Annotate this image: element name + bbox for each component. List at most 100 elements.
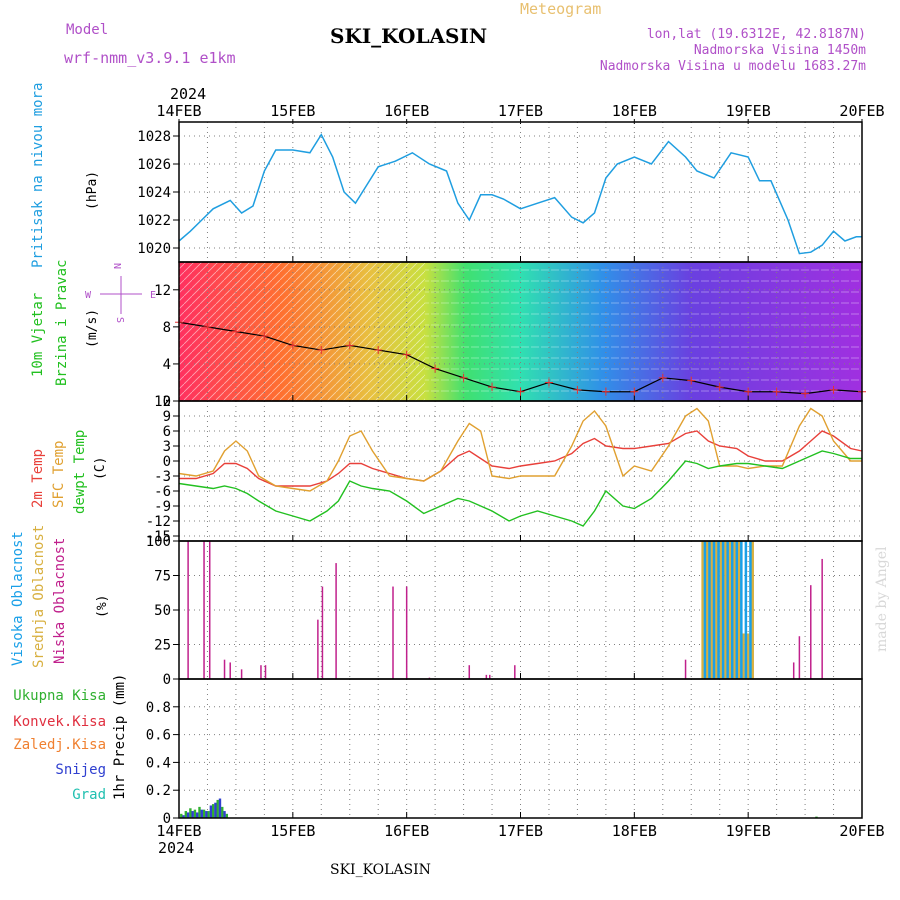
precip-bar (198, 806, 201, 818)
elevation-label: Nadmorska Visina 1450m (694, 43, 866, 58)
bottom-time-tick-label: 14FEB (156, 822, 201, 840)
cloud-bar (335, 563, 337, 679)
legend-snijeg: Snijeg (55, 762, 106, 778)
top-time-tick-label: 19FEB (726, 102, 771, 120)
legend-grad: Grad (72, 787, 106, 803)
wind-speed-point (203, 322, 212, 331)
niska-ylabel: Niska Oblacnost (52, 538, 68, 664)
pressure-unit: (hPa) (85, 171, 100, 210)
cloud-bar (260, 665, 262, 679)
cloud-unit: (%) (95, 595, 110, 618)
wind-speed-point (402, 350, 411, 359)
bottom-time-tick-label: 17FEB (498, 822, 543, 840)
legend-konvek: Konvek.Kisa (13, 714, 106, 730)
precip-bar (191, 811, 194, 818)
precip-bar (193, 809, 197, 818)
precip-legend: Ukupna Kisa Konvek.Kisa Zaledj.Kisa Snij… (13, 688, 106, 803)
precip-bar (211, 804, 215, 818)
wind-speed-point (658, 373, 667, 382)
cloud-bar (737, 541, 741, 679)
precip-bar (182, 815, 185, 818)
cloud-bar (751, 541, 754, 679)
bottom-time-tick-label: 18FEB (612, 822, 657, 840)
top-time-tick-label: 18FEB (612, 102, 657, 120)
wind-speed-point (516, 387, 525, 396)
precip-bar (225, 813, 229, 818)
precip-ylabel: 1hr Precip (mm) (112, 674, 128, 800)
wind-speed-point (801, 389, 810, 398)
cloud-grid: 0 25 50 75 100 (146, 534, 863, 688)
precip-bar (180, 813, 183, 818)
cloud-bar (208, 541, 211, 679)
bottom-time-tick-label: 15FEB (270, 822, 315, 840)
wind-speed-point (829, 385, 838, 394)
pressure-ytick-label: 1020 (137, 241, 171, 257)
bottom-time-tick-label: 16FEB (384, 822, 429, 840)
wind-speed-point (772, 387, 781, 396)
legend-zaledj: Zaledj.Kisa (13, 737, 106, 753)
precip-bar (207, 811, 210, 818)
precip-bar (218, 798, 222, 818)
model-elevation-label: Nadmorska Visina u modelu 1683.27m (600, 59, 866, 74)
bottom-time-tick-label: 19FEB (726, 822, 771, 840)
model-name: wrf-nmm_v3.9.1 e1km (64, 49, 236, 67)
wind-speed-point (544, 378, 553, 387)
precip-bar (186, 812, 190, 818)
cloud-bar (405, 586, 408, 679)
cloud-ytick-label: 75 (154, 569, 171, 585)
srednja-ylabel: Srednja Oblacnost (31, 525, 47, 668)
cloud-bar (485, 674, 488, 679)
precip-panel-frame (178, 678, 863, 819)
precip-ytick-label: 0.6 (146, 728, 171, 744)
cloud-bar (317, 619, 319, 679)
page-title: SKI_KOLASIN (330, 24, 487, 48)
compass-rose: N W E S (85, 263, 156, 323)
visoka-ylabel: Visoka Oblacnost (10, 531, 26, 666)
cloud-bar (187, 541, 189, 679)
sfctemp-line (178, 407, 862, 492)
compass-s: S (114, 317, 125, 323)
precip-bar (200, 809, 203, 818)
cloud-bar (740, 541, 743, 679)
bottom-time-ticks: 14FEB 15FEB 16FEB 17FEB 18FEB 19FEB 20FEB (156, 822, 884, 840)
cloud-bar (229, 662, 231, 679)
precip-bar (196, 812, 199, 818)
cloud-bar (726, 541, 729, 679)
pressure-ylabel: Pritisak na nivou mora (30, 83, 46, 268)
legend-ukupna: Ukupna Kisa (13, 688, 106, 704)
precip-grid: 0 0.2 0.4 0.6 0.8 (146, 679, 863, 827)
cloud-bar (735, 541, 739, 679)
wind-speed-point (744, 387, 753, 396)
meteogram-label: Meteogram (520, 0, 601, 18)
temperature-ytick-label: -6 (154, 484, 171, 500)
precip-bar (223, 811, 226, 818)
watermark: made by Angel (874, 546, 890, 652)
precip-bar (221, 806, 224, 818)
wind-speed-point (231, 327, 240, 336)
precip-ytick-label: 0.4 (146, 755, 171, 771)
wind-arrows (424, 262, 862, 401)
cloud-bar (821, 558, 823, 679)
cloud-bar (719, 541, 723, 679)
precip-bar (202, 809, 206, 818)
wind-ytick-label: 8 (163, 320, 171, 336)
cloud-bar (721, 541, 725, 679)
bottom-title: SKI_KOLASIN (330, 862, 431, 878)
wind-speed-point (488, 383, 497, 392)
cloud-ytick-label: 25 (154, 638, 171, 654)
precip-ytick-label: 0.2 (146, 783, 171, 799)
temperature-ytick-label: 12 (154, 394, 171, 410)
cloud-bar (708, 541, 711, 679)
cloud-bar (746, 633, 750, 679)
cloud-bar (684, 659, 687, 679)
precip-ytick-label: 0 (163, 811, 171, 827)
wind-speed-point (288, 341, 297, 350)
wind-speed-point (601, 387, 610, 396)
precip-bar (189, 808, 192, 818)
wind-ytick-label: 0 (163, 394, 171, 410)
precip-ytick-label: 0.8 (146, 700, 171, 716)
pressure-ytick-label: 1028 (137, 129, 171, 145)
top-time-ticks: 14FEB 15FEB 16FEB 17FEB 18FEB 19FEB 20FEB (156, 102, 885, 124)
cloud-bar (514, 665, 516, 679)
cloud-ytick-label: 100 (146, 534, 171, 550)
